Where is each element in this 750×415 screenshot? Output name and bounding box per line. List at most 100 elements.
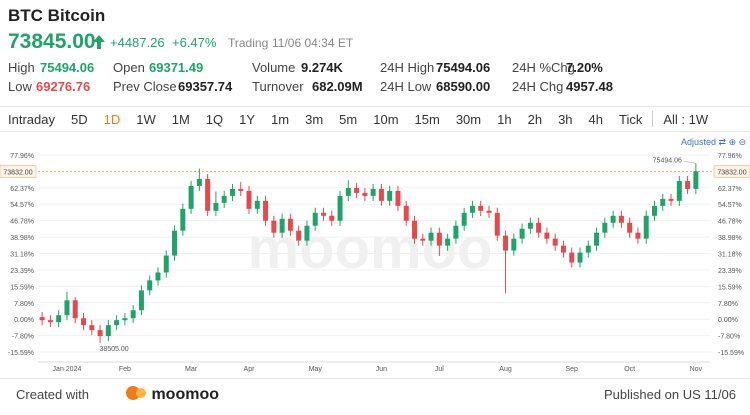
footer — [0, 378, 750, 415]
candle-body — [428, 232, 434, 241]
candle-body — [627, 222, 633, 233]
high-leader — [683, 161, 696, 164]
candle-body — [610, 215, 616, 223]
stat-value: 69371.49 — [149, 60, 204, 75]
candle-body — [304, 225, 310, 241]
tab[interactable]: 30m — [455, 111, 482, 127]
y2-tick-label: 0.00% — [718, 317, 738, 324]
candle-body — [172, 230, 178, 256]
tab[interactable]: 3m — [305, 111, 324, 127]
tab[interactable]: 3h — [558, 111, 573, 127]
tab[interactable]: 1Q — [205, 111, 224, 127]
stat-value: 7.20% — [566, 60, 603, 75]
tab[interactable]: 2h — [527, 111, 543, 127]
created-with: Created with — [16, 387, 89, 402]
candle-body — [89, 325, 95, 331]
status: Trading — [228, 36, 269, 50]
candle-body — [602, 222, 608, 233]
candle-body — [594, 232, 600, 246]
candle-body — [370, 188, 376, 196]
candle-body — [461, 212, 467, 226]
candle-body — [180, 208, 186, 231]
candle-body — [337, 195, 343, 221]
y-tick-label: 77.96% — [10, 153, 34, 160]
stat-label: 24H %Chg — [512, 60, 575, 75]
stat-value: 9.274K — [301, 60, 343, 75]
tab[interactable]: 1m — [271, 111, 290, 127]
candle-body — [420, 238, 426, 241]
candle-body — [660, 198, 666, 206]
candle-body — [494, 212, 500, 236]
tab[interactable]: 1Y — [239, 111, 256, 127]
candle-body — [47, 320, 53, 323]
stat-label: Turnover — [252, 79, 304, 94]
candle-body — [114, 320, 120, 326]
y2-tick-label: 38.98% — [718, 235, 742, 242]
y-tick-label: -7.80% — [12, 334, 34, 341]
candle-body — [552, 238, 558, 246]
candle-body — [229, 188, 235, 196]
change-pct: +6.47% — [172, 35, 217, 50]
candle-body — [147, 280, 153, 291]
y-tick-label: 46.78% — [10, 219, 34, 226]
adjusted[interactable]: Adjusted ⇄ ⊕ ⊖ — [681, 137, 747, 147]
y-tick-label: -15.59% — [8, 350, 34, 357]
x-tick-label: Mar — [185, 366, 198, 373]
candle-body — [39, 317, 45, 321]
high-label: 75494.06 — [653, 157, 682, 164]
stat-label: 24H Chg — [512, 79, 564, 94]
stat-value: 69276.76 — [36, 79, 91, 94]
y2-tick-label: -7.80% — [718, 334, 740, 341]
stat-label: Low — [8, 79, 32, 94]
candle-body — [105, 325, 111, 337]
candle-body — [329, 215, 335, 221]
candle-body — [469, 205, 475, 213]
candle-body — [651, 205, 657, 216]
candle-body — [345, 187, 351, 196]
candle-body — [56, 315, 62, 323]
y-tick-label: 23.39% — [10, 268, 34, 275]
candle-body — [403, 205, 409, 221]
candle-body — [72, 300, 78, 319]
y2-tick-label: 46.78% — [718, 219, 742, 226]
tab[interactable]: 4h — [588, 111, 603, 127]
candle-body — [254, 200, 260, 209]
candle-body — [312, 212, 318, 226]
tab[interactable]: 10m — [373, 111, 399, 127]
title: BTC Bitcoin — [8, 6, 106, 25]
candle-body — [676, 180, 682, 201]
candle-body — [569, 252, 575, 263]
candle-body — [577, 252, 583, 263]
adjusted-label: Adjusted — [681, 137, 717, 147]
tab[interactable]: 1h — [497, 111, 512, 127]
stat-label: Open — [113, 60, 145, 75]
low-label: 38505.00 — [99, 346, 128, 353]
stat-label: Prev Close — [113, 79, 177, 94]
stat-value: 75494.06 — [40, 60, 95, 75]
x-tick-label: May — [309, 366, 323, 373]
candle-body — [271, 220, 277, 233]
price-tag-right — [713, 165, 750, 178]
candle-body — [511, 238, 517, 251]
tab[interactable]: 1M — [171, 111, 190, 127]
y-tick-label: 31.18% — [10, 252, 34, 259]
tab[interactable]: 5D — [70, 111, 88, 127]
y-tick-label: 38.98% — [10, 235, 34, 242]
tab[interactable]: 5m — [339, 111, 358, 127]
brand-logo — [126, 386, 146, 400]
candle-body — [519, 228, 525, 239]
tab[interactable]: 15m — [414, 111, 440, 127]
tab[interactable]: Tick — [619, 111, 643, 127]
tab[interactable]: Intraday — [8, 111, 55, 127]
candle-body — [163, 255, 169, 273]
tab[interactable]: 1D — [103, 111, 121, 127]
candle-body — [436, 232, 442, 246]
change: +4487.26 — [110, 35, 165, 50]
y2-tick-label: -15.59% — [718, 350, 744, 357]
x-tick-label: Jul — [435, 366, 444, 373]
range-tab[interactable]: All : 1W — [663, 111, 709, 127]
stat-value: 75494.06 — [436, 60, 491, 75]
candle-body — [693, 171, 699, 189]
candle-body — [395, 190, 401, 206]
tab[interactable]: 1W — [136, 111, 156, 127]
